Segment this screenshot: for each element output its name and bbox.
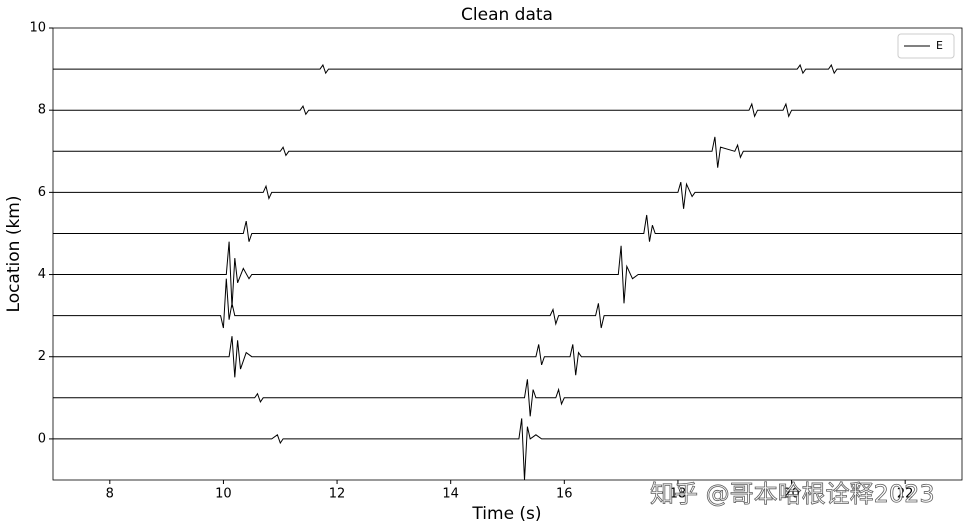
watermark: 知乎 @哥本哈根诠释2023 [650,480,935,508]
x-tick-label: 8 [106,487,114,502]
x-tick-label: 22 [897,487,914,502]
y-tick-label: 6 [38,185,46,200]
y-tick-label: 8 [38,103,46,118]
x-tick-label: 16 [556,487,573,502]
plot-frame [52,27,963,481]
x-axis-label: Time (s) [471,504,541,524]
legend-label: E [936,39,943,52]
y-tick-label: 2 [38,349,46,364]
x-tick-label: 10 [215,487,232,502]
chart-title: Clean data [461,5,553,25]
y-tick-label: 4 [38,267,46,282]
x-tick-label: 14 [442,487,459,502]
y-axis-label: Location (km) [4,196,24,313]
x-tick-label: 20 [783,487,800,502]
y-tick-label: 0 [38,431,46,446]
x-tick-label: 18 [670,487,687,502]
trace-line [53,63,962,481]
x-tick-label: 12 [329,487,346,502]
y-tick-label: 10 [29,21,46,36]
